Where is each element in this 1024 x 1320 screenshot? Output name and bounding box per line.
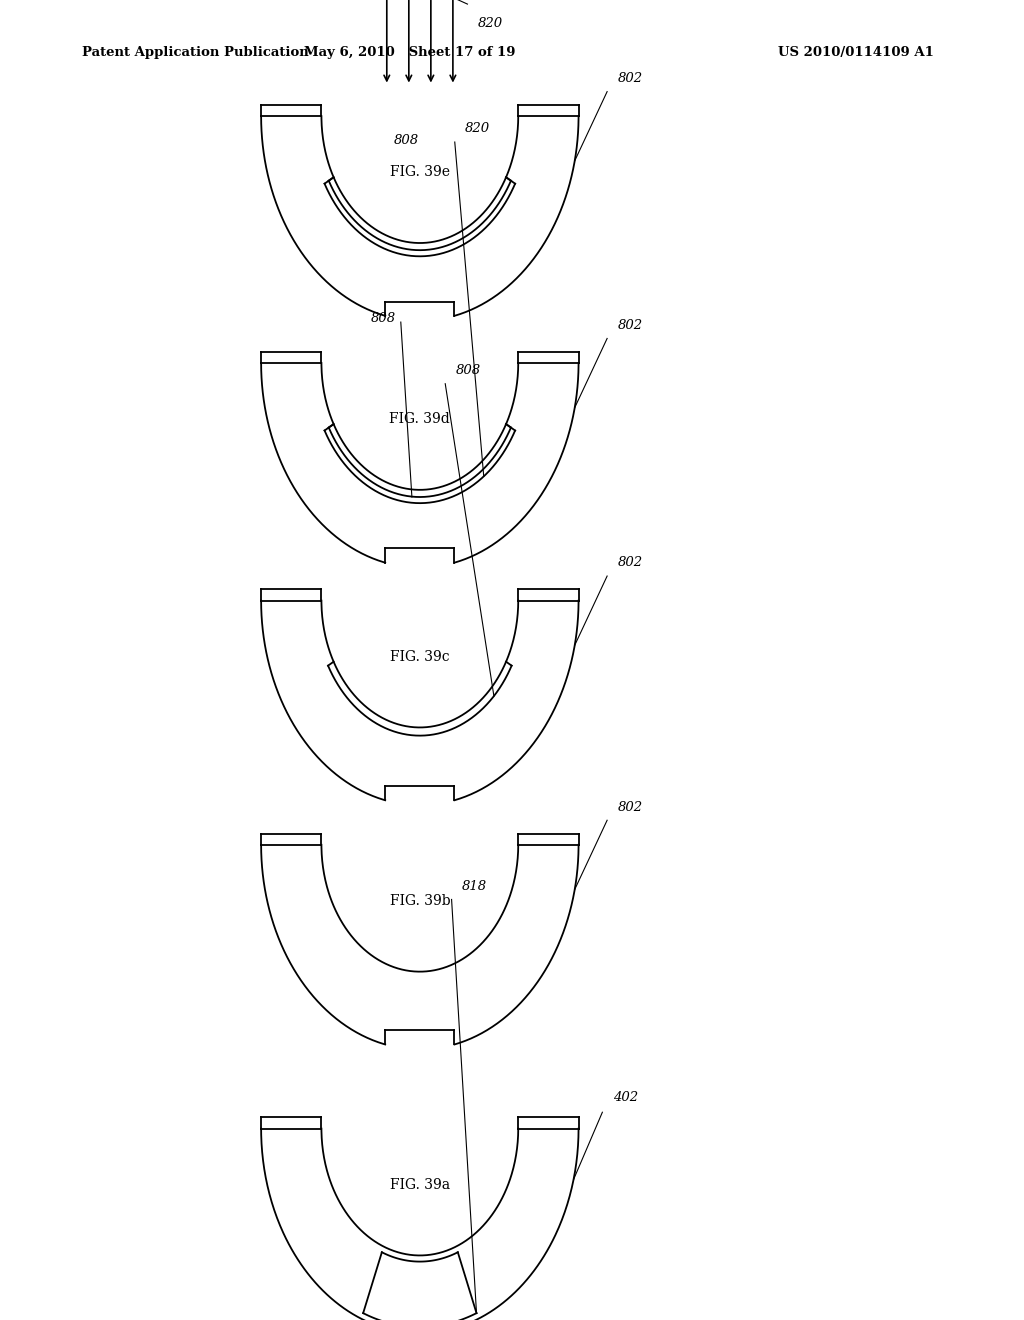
- Text: 808: 808: [456, 364, 480, 378]
- Text: May 6, 2010   Sheet 17 of 19: May 6, 2010 Sheet 17 of 19: [304, 46, 515, 59]
- Text: 808: 808: [371, 312, 395, 325]
- Text: 802: 802: [617, 73, 642, 84]
- Text: FIG. 39c: FIG. 39c: [390, 649, 450, 664]
- Text: 802: 802: [617, 319, 642, 331]
- Text: 808: 808: [394, 135, 420, 148]
- Text: 402: 402: [612, 1092, 638, 1105]
- Text: US 2010/0114109 A1: US 2010/0114109 A1: [778, 46, 934, 59]
- Text: 818: 818: [462, 880, 487, 892]
- Text: FIG. 39a: FIG. 39a: [390, 1177, 450, 1192]
- Text: 802: 802: [617, 557, 642, 569]
- Text: FIG. 39e: FIG. 39e: [390, 165, 450, 180]
- Text: 820: 820: [465, 123, 490, 136]
- Text: Patent Application Publication: Patent Application Publication: [82, 46, 308, 59]
- Text: FIG. 39b: FIG. 39b: [389, 894, 451, 908]
- Text: FIG. 39d: FIG. 39d: [389, 412, 451, 426]
- Text: 802: 802: [617, 801, 642, 813]
- Text: 820: 820: [477, 17, 503, 30]
